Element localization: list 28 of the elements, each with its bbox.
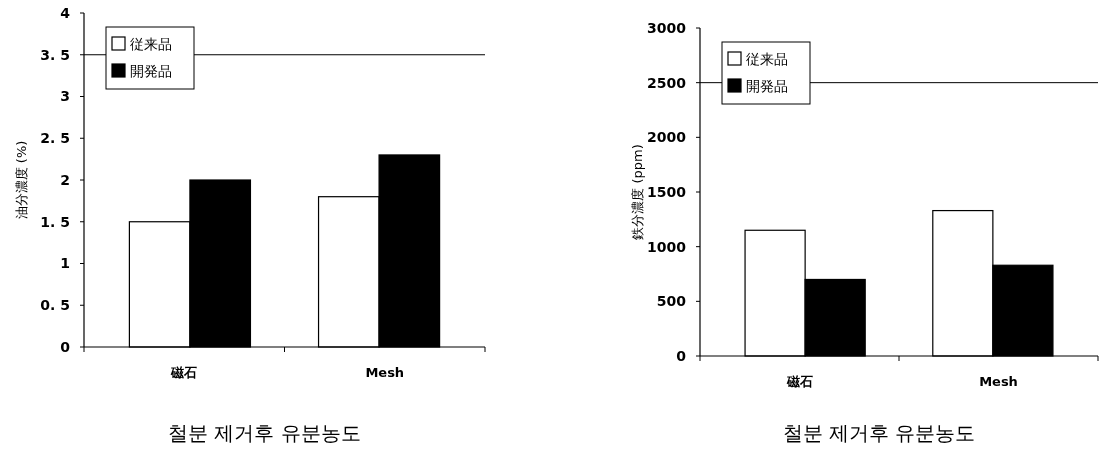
y-tick-label: 0 xyxy=(676,347,687,364)
y-tick-label: 2000 xyxy=(647,129,687,146)
y-tick-label: 2 xyxy=(60,171,70,188)
legend-label: 従来品 xyxy=(130,35,172,52)
y-tick-label: 1 xyxy=(60,255,70,272)
y-tick-label: 3 xyxy=(60,88,70,105)
y-tick-label: 1500 xyxy=(647,183,687,200)
y-tick-label: 4 xyxy=(60,4,71,21)
y-tick-label: 2. 5 xyxy=(40,130,70,147)
text: 철분 제거후 유분농도 xyxy=(782,421,976,445)
y-axis-title: 油分濃度 (%) xyxy=(14,140,29,220)
y-tick-label: 3000 xyxy=(647,19,687,36)
x-tick-label: 磁石 xyxy=(170,365,198,380)
y-tick-label: 3. 5 xyxy=(40,46,70,63)
y-tick-label: 0 xyxy=(60,338,71,355)
y-tick-label: 2500 xyxy=(647,74,687,91)
legend-label: 従来品 xyxy=(746,50,788,67)
x-tick-label: Mesh xyxy=(365,365,405,380)
y-tick-label: 500 xyxy=(656,293,687,310)
y-axis-title: 鉄分濃度 (ppm) xyxy=(630,144,645,240)
legend-label: 開発品 xyxy=(130,62,172,79)
legend-label: 開発品 xyxy=(746,77,788,94)
y-tick-label: 1000 xyxy=(647,238,687,255)
y-tick-label: 0. 5 xyxy=(40,297,70,314)
y-tick-label: 1. 5 xyxy=(40,213,70,230)
text: 철분 제거후 유분농도 xyxy=(168,421,361,445)
x-tick-label: 磁石 xyxy=(785,374,813,389)
x-tick-label: Mesh xyxy=(979,374,1018,389)
